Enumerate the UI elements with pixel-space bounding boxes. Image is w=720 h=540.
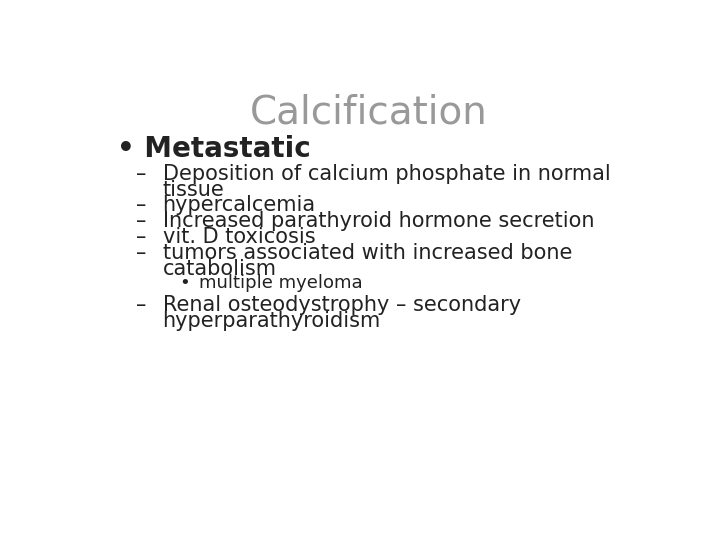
- Text: hypercalcemia: hypercalcemia: [163, 195, 315, 215]
- Text: vit. D toxicosis: vit. D toxicosis: [163, 227, 315, 247]
- Text: Increased parathyroid hormone secretion: Increased parathyroid hormone secretion: [163, 211, 594, 231]
- Text: hyperparathyroidism: hyperparathyroidism: [163, 311, 381, 331]
- Text: –: –: [136, 295, 146, 315]
- Text: •: •: [179, 274, 190, 292]
- Text: Deposition of calcium phosphate in normal: Deposition of calcium phosphate in norma…: [163, 164, 611, 184]
- Text: multiple myeloma: multiple myeloma: [199, 274, 362, 292]
- Text: –: –: [136, 227, 146, 247]
- Text: –: –: [136, 211, 146, 231]
- Text: –: –: [136, 243, 146, 263]
- Text: –: –: [136, 195, 146, 215]
- Text: Renal osteodystrophy – secondary: Renal osteodystrophy – secondary: [163, 295, 521, 315]
- Text: tissue: tissue: [163, 180, 225, 200]
- Text: –: –: [136, 164, 146, 184]
- Text: tumors associated with increased bone: tumors associated with increased bone: [163, 243, 572, 263]
- Text: • Metastatic: • Metastatic: [117, 136, 310, 164]
- Text: catabolism: catabolism: [163, 259, 276, 279]
- Text: Calcification: Calcification: [250, 94, 488, 132]
